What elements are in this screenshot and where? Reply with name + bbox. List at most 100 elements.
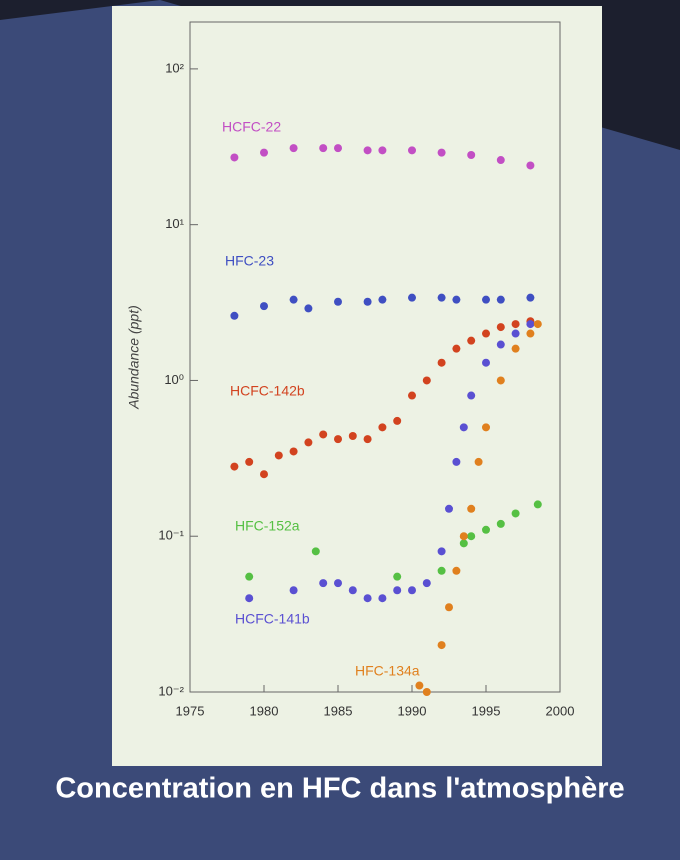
data-point — [364, 298, 372, 306]
series-label: HFC-152a — [235, 518, 300, 534]
data-point — [245, 458, 253, 466]
data-point — [334, 435, 342, 443]
data-point — [423, 579, 431, 587]
data-point — [467, 151, 475, 159]
data-point — [482, 330, 490, 338]
data-point — [304, 304, 312, 312]
data-point — [460, 532, 468, 540]
data-point — [349, 432, 357, 440]
data-point — [290, 144, 298, 152]
data-point — [319, 579, 327, 587]
data-point — [526, 161, 534, 169]
data-point — [512, 345, 520, 353]
data-point — [452, 296, 460, 304]
data-point — [445, 603, 453, 611]
data-point — [452, 567, 460, 575]
data-point — [467, 337, 475, 345]
data-point — [393, 417, 401, 425]
data-point — [423, 688, 431, 696]
data-point — [393, 573, 401, 581]
series-label: HCFC-22 — [222, 119, 281, 135]
data-point — [512, 330, 520, 338]
data-point — [460, 539, 468, 547]
data-point — [408, 294, 416, 302]
data-point — [475, 458, 483, 466]
x-tick-label: 1985 — [324, 703, 353, 718]
chart: Abundance (ppt) Concentration en HFC dan… — [0, 0, 680, 860]
plot-panel — [112, 6, 602, 766]
data-point — [230, 463, 238, 471]
series-label: HFC-23 — [225, 253, 274, 269]
data-point — [467, 532, 475, 540]
data-point — [497, 156, 505, 164]
data-point — [438, 149, 446, 157]
data-point — [452, 458, 460, 466]
data-point — [334, 298, 342, 306]
data-point — [290, 296, 298, 304]
data-point — [460, 423, 468, 431]
data-point — [334, 579, 342, 587]
chart-title: Concentration en HFC dans l'atmosphère — [55, 773, 624, 805]
data-point — [393, 586, 401, 594]
data-point — [482, 359, 490, 367]
series-label: HCFC-141b — [235, 611, 310, 627]
data-point — [534, 500, 542, 508]
data-point — [334, 144, 342, 152]
data-point — [349, 586, 357, 594]
data-point — [319, 144, 327, 152]
data-point — [364, 146, 372, 154]
data-point — [290, 586, 298, 594]
data-point — [378, 296, 386, 304]
x-tick-label: 1975 — [176, 703, 205, 718]
data-point — [497, 323, 505, 331]
data-point — [497, 376, 505, 384]
y-tick-label: 10¹ — [165, 216, 184, 231]
data-point — [452, 345, 460, 353]
data-point — [378, 146, 386, 154]
data-point — [304, 438, 312, 446]
data-point — [438, 294, 446, 302]
y-tick-label: 10⁻¹ — [158, 528, 184, 543]
data-point — [364, 435, 372, 443]
data-point — [482, 526, 490, 534]
data-point — [526, 294, 534, 302]
data-point — [512, 320, 520, 328]
data-point — [482, 296, 490, 304]
data-point — [497, 296, 505, 304]
page: Abundance (ppt) Concentration en HFC dan… — [0, 0, 680, 860]
data-point — [260, 470, 268, 478]
data-point — [438, 567, 446, 575]
data-point — [482, 423, 490, 431]
data-point — [319, 430, 327, 438]
data-point — [467, 505, 475, 513]
data-point — [245, 573, 253, 581]
data-point — [438, 359, 446, 367]
data-point — [408, 146, 416, 154]
data-point — [245, 594, 253, 602]
x-tick-label: 1990 — [398, 703, 427, 718]
x-tick-label: 2000 — [546, 703, 575, 718]
data-point — [378, 594, 386, 602]
data-point — [438, 641, 446, 649]
data-point — [312, 547, 320, 555]
data-point — [415, 682, 423, 690]
y-tick-label: 10⁰ — [164, 372, 184, 387]
data-point — [445, 505, 453, 513]
x-tick-label: 1980 — [250, 703, 279, 718]
data-point — [230, 153, 238, 161]
data-point — [260, 149, 268, 157]
data-point — [512, 509, 520, 517]
data-point — [408, 392, 416, 400]
y-tick-label: 10² — [165, 60, 184, 75]
data-point — [408, 586, 416, 594]
data-point — [467, 392, 475, 400]
data-point — [534, 320, 542, 328]
data-point — [230, 312, 238, 320]
data-point — [497, 520, 505, 528]
series-label: HCFC-142b — [230, 383, 305, 399]
data-point — [497, 341, 505, 349]
y-tick-label: 10⁻² — [158, 683, 184, 698]
y-axis-label: Abundance (ppt) — [126, 305, 142, 410]
data-point — [290, 447, 298, 455]
series-label: HFC-134a — [355, 663, 420, 679]
